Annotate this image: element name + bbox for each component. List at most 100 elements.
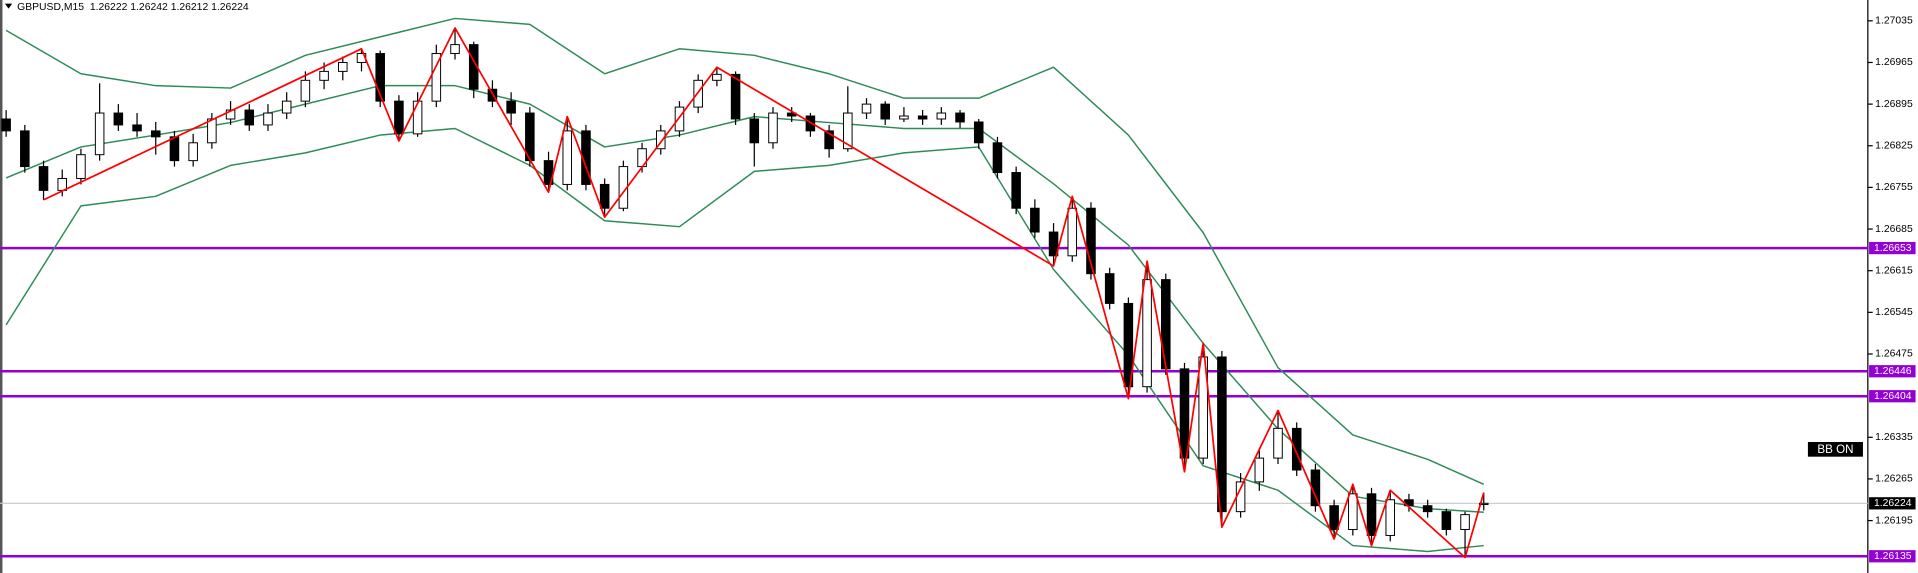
candle-body [1161,279,1171,370]
candle-body [431,53,442,102]
y-tick-label: 1.26335 [1875,432,1913,443]
candle-body [1385,499,1396,536]
candle-body [1348,493,1358,530]
candle-body [244,109,255,126]
candle-body [300,79,311,102]
candle-body [132,124,142,132]
candle-body [57,177,67,191]
candle-body [1067,207,1078,257]
candle-body [20,130,30,168]
candle-body [1,118,11,132]
y-tick-label: 1.26895 [1875,99,1913,110]
level-label-bg [1869,241,1916,255]
candle-body [805,115,816,132]
left-edge [0,0,3,573]
candle-body [319,70,329,81]
y-tick-label: 1.26685 [1875,224,1913,235]
candle-body [917,115,928,120]
y-tick-label: 1.27035 [1875,16,1913,27]
candle-body [76,154,86,179]
candle-body [207,118,217,144]
level-label: 1.26446 [1874,366,1912,377]
candle-body [824,130,834,150]
candle-body [655,130,666,150]
chart-title: GBPUSD,M15 1.26222 1.26242 1.26212 1.262… [17,2,249,13]
candle-body [992,142,1003,174]
candle-body [843,112,853,150]
candle-body [412,100,423,135]
candle-body [169,136,180,162]
current-price-label: 1.26224 [1874,498,1912,509]
candle-body [375,53,385,102]
candle-body [1366,493,1377,536]
candle-body [394,100,404,135]
candle-body [338,61,348,72]
current-price-label-bg [1869,497,1916,510]
bb-button-bg[interactable] [1807,441,1863,457]
candle-body [1104,273,1115,304]
candle-body [599,183,610,209]
level-label-bg [1869,550,1916,563]
candle-body [749,118,760,144]
symbol-menu-arrow[interactable] [4,3,13,9]
bollinger-upper [5,17,1485,485]
level-label-bg [1869,390,1916,403]
candle-body [674,106,685,132]
bb-button-label[interactable]: BB ON [1817,443,1853,456]
y-tick-label: 1.26615 [1875,265,1913,276]
y-tick-label: 1.26265 [1875,474,1913,485]
candle-body [1291,427,1302,471]
candle-body [1048,231,1059,257]
candle-body [281,100,292,114]
y-tick-label: 1.26545 [1875,307,1913,318]
zigzag [43,27,1485,559]
bb-button[interactable]: BB ON [1807,441,1863,457]
candle-body [693,79,703,108]
y-tick-label: 1.26475 [1875,349,1913,360]
candle-body [880,103,890,120]
candle-body [730,73,741,120]
candle-body [1273,427,1283,459]
level-label: 1.26404 [1874,391,1912,402]
y-tick-label: 1.26195 [1875,515,1913,526]
candle-body [1254,457,1265,483]
bollinger-lower [5,127,1484,553]
candle-body [1142,279,1152,388]
y-tick-label: 1.26965 [1875,57,1913,68]
candle-body [1198,356,1208,459]
candle-body [955,112,965,123]
candle-body [94,112,105,156]
candle-body [1086,207,1096,275]
candle-body [1179,368,1190,459]
candle-body [1422,505,1433,513]
candle-body [936,112,947,120]
candle-body [113,112,124,126]
candle-body [899,115,909,120]
candle-body [712,73,722,81]
candle-body [1030,207,1040,233]
candle-body [1478,502,1489,506]
y-tick-label: 1.26825 [1875,141,1913,152]
candle-body [1217,356,1227,513]
candle-body [973,121,984,144]
candle-body [150,130,161,138]
candle-body [263,112,273,126]
candle-body [1441,511,1452,530]
candle-body [1460,514,1470,530]
candle-body [506,100,516,114]
candle-body [562,130,573,185]
candle-body [1329,505,1339,530]
candle-body [188,142,198,162]
candle-body [1123,302,1134,388]
candle-body [768,112,778,144]
level-label-bg [1869,365,1916,378]
y-tick-label: 1.26755 [1875,182,1913,193]
candle-body [1011,172,1021,209]
candle-body [450,44,460,55]
level-label: 1.26135 [1874,551,1912,562]
candle-body [38,166,49,191]
level-label: 1.26653 [1874,243,1912,254]
